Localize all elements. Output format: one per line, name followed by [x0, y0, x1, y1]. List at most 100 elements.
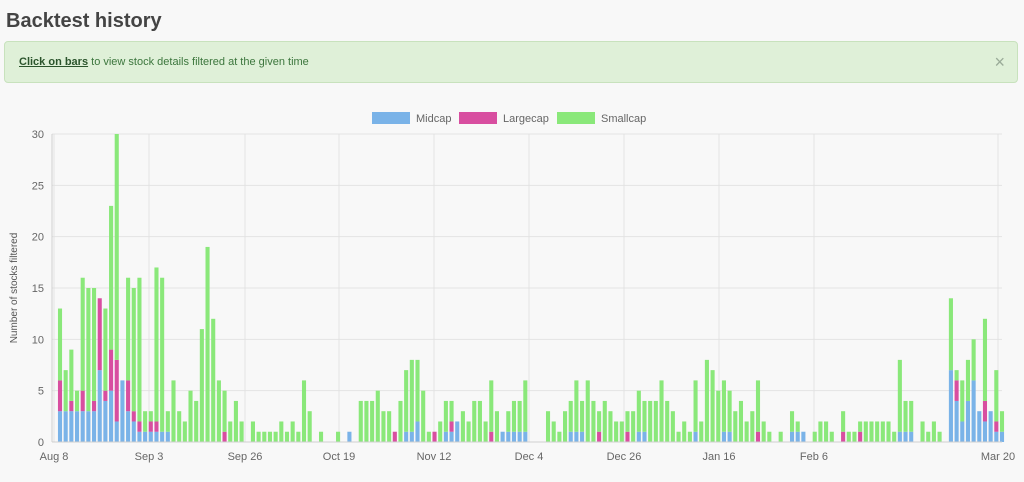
bar-smallcap[interactable]	[699, 421, 704, 442]
bar-midcap[interactable]	[415, 421, 420, 442]
bar-midcap[interactable]	[160, 431, 165, 442]
bar-largecap[interactable]	[137, 421, 142, 432]
bar-midcap[interactable]	[97, 370, 102, 442]
bar-smallcap[interactable]	[143, 411, 148, 432]
bar-midcap[interactable]	[109, 390, 114, 442]
bar-smallcap[interactable]	[250, 421, 255, 442]
bar-midcap[interactable]	[999, 431, 1005, 442]
bar-largecap[interactable]	[97, 298, 102, 371]
bar-smallcap[interactable]	[57, 308, 63, 381]
bar-midcap[interactable]	[449, 431, 454, 442]
bar-largecap[interactable]	[154, 421, 159, 432]
bar-midcap[interactable]	[954, 400, 959, 442]
bar-midcap[interactable]	[909, 431, 914, 442]
bar-largecap[interactable]	[432, 431, 437, 442]
bar-smallcap[interactable]	[103, 308, 108, 391]
bar-midcap[interactable]	[455, 421, 460, 442]
bar-smallcap[interactable]	[318, 431, 324, 442]
bar-largecap[interactable]	[597, 431, 602, 442]
legend-item-smallcap[interactable]: Smallcap	[557, 112, 646, 125]
bar-midcap[interactable]	[120, 380, 125, 442]
bar-largecap[interactable]	[858, 431, 863, 442]
bar-smallcap[interactable]	[279, 421, 284, 442]
bar-smallcap[interactable]	[563, 411, 568, 442]
bar-largecap[interactable]	[982, 400, 988, 422]
bar-smallcap[interactable]	[80, 277, 85, 391]
bar-smallcap[interactable]	[693, 380, 698, 432]
bar-smallcap[interactable]	[171, 380, 176, 442]
bar-smallcap[interactable]	[137, 277, 142, 422]
bar-smallcap[interactable]	[148, 411, 153, 422]
bar-smallcap[interactable]	[114, 134, 119, 360]
bar-smallcap[interactable]	[86, 288, 91, 412]
bar-smallcap[interactable]	[591, 400, 596, 442]
bar-midcap[interactable]	[517, 431, 522, 442]
bar-smallcap[interactable]	[999, 411, 1005, 432]
bar-smallcap[interactable]	[523, 380, 528, 432]
bar-smallcap[interactable]	[199, 329, 204, 442]
bar-midcap[interactable]	[148, 431, 153, 442]
bar-smallcap[interactable]	[483, 421, 488, 442]
bar-midcap[interactable]	[727, 431, 732, 442]
bar-smallcap[interactable]	[886, 421, 891, 442]
bar-smallcap[interactable]	[126, 277, 131, 381]
bar-smallcap[interactable]	[92, 288, 97, 401]
bar-midcap[interactable]	[63, 411, 68, 442]
bar-smallcap[interactable]	[608, 411, 613, 442]
bar-midcap[interactable]	[511, 431, 517, 442]
bar-smallcap[interactable]	[489, 380, 494, 432]
bar-midcap[interactable]	[131, 421, 136, 442]
bar-midcap[interactable]	[693, 431, 698, 442]
bar-smallcap[interactable]	[585, 380, 590, 442]
bar-largecap[interactable]	[841, 431, 846, 442]
bar-midcap[interactable]	[57, 411, 63, 442]
bar-smallcap[interactable]	[398, 400, 403, 442]
bar-smallcap[interactable]	[665, 400, 670, 442]
bar-smallcap[interactable]	[789, 411, 795, 432]
bar-smallcap[interactable]	[653, 400, 658, 442]
bar-midcap[interactable]	[165, 431, 170, 442]
bar-midcap[interactable]	[982, 421, 988, 442]
bar-largecap[interactable]	[69, 400, 74, 412]
bar-largecap[interactable]	[103, 390, 108, 401]
bar-smallcap[interactable]	[205, 246, 210, 442]
bar-smallcap[interactable]	[892, 431, 897, 442]
bar-smallcap[interactable]	[494, 411, 499, 442]
bar-smallcap[interactable]	[926, 431, 931, 442]
bar-smallcap[interactable]	[233, 400, 238, 442]
bar-midcap[interactable]	[443, 431, 448, 442]
bar-smallcap[interactable]	[971, 339, 976, 381]
bar-smallcap[interactable]	[222, 390, 227, 432]
bar-smallcap[interactable]	[477, 400, 482, 442]
bar-smallcap[interactable]	[875, 421, 880, 442]
bar-smallcap[interactable]	[903, 400, 908, 432]
bar-smallcap[interactable]	[642, 400, 647, 432]
bar-smallcap[interactable]	[869, 421, 874, 442]
bar-smallcap[interactable]	[387, 411, 392, 442]
bar-smallcap[interactable]	[438, 421, 443, 442]
bar-largecap[interactable]	[109, 349, 114, 391]
bar-smallcap[interactable]	[824, 421, 829, 442]
bar-smallcap[interactable]	[273, 431, 278, 442]
bar-smallcap[interactable]	[954, 370, 959, 381]
bar-smallcap[interactable]	[296, 431, 301, 442]
bar-midcap[interactable]	[500, 431, 505, 442]
bar-smallcap[interactable]	[517, 400, 522, 432]
bar-midcap[interactable]	[92, 411, 97, 442]
bar-smallcap[interactable]	[795, 421, 800, 432]
bar-midcap[interactable]	[568, 431, 573, 442]
bar-largecap[interactable]	[954, 380, 959, 401]
bar-largecap[interactable]	[148, 421, 153, 432]
bar-smallcap[interactable]	[160, 277, 165, 432]
bar-midcap[interactable]	[86, 411, 91, 442]
bar-smallcap[interactable]	[165, 411, 170, 432]
bar-midcap[interactable]	[74, 411, 80, 442]
bar-midcap[interactable]	[409, 431, 414, 442]
bar-smallcap[interactable]	[256, 431, 261, 442]
bar-smallcap[interactable]	[511, 400, 517, 432]
bar-smallcap[interactable]	[829, 431, 834, 442]
bar-smallcap[interactable]	[239, 421, 244, 442]
bar-midcap[interactable]	[506, 431, 511, 442]
legend-item-largecap[interactable]: Largecap	[459, 112, 549, 125]
bar-midcap[interactable]	[636, 431, 641, 442]
